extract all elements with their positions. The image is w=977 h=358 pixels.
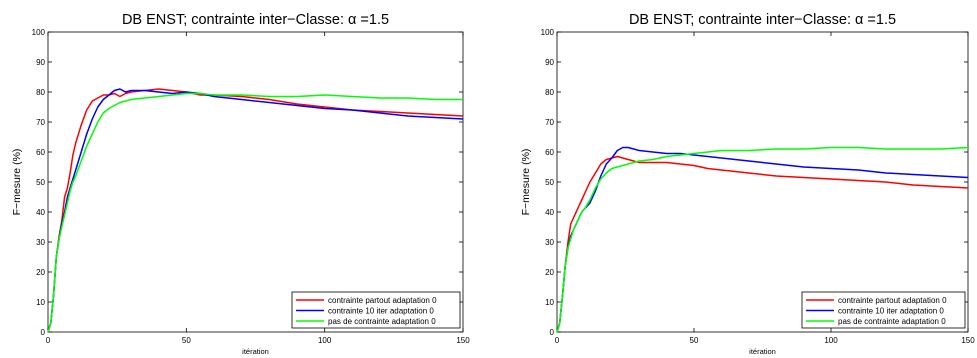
y-tick-label: 40: [36, 208, 45, 217]
chart-1: DB ENST; contrainte inter−Classe: α =1.5…: [11, 12, 470, 356]
plot-frame: [556, 31, 969, 333]
x-tick-label: 0: [555, 336, 560, 345]
y-axis-label: F−mesure (%): [520, 149, 532, 216]
y-tick-label: 60: [36, 148, 45, 157]
x-tick-label: 100: [318, 336, 332, 345]
y-tick-label: 20: [545, 268, 554, 277]
legend-label: contrainte partout adaptation 0: [838, 296, 947, 305]
series-line-3: [556, 146, 969, 333]
legend-label: contrainte 10 iter adaptation 0: [838, 307, 944, 316]
legend-label: pas de contrainte adaptation 0: [328, 317, 436, 326]
y-tick-label: 100: [541, 28, 555, 37]
y-tick-label: 0: [41, 328, 46, 337]
y-tick-label: 80: [36, 88, 45, 97]
y-tick-label: 70: [545, 118, 554, 127]
x-tick-label: 150: [456, 336, 470, 345]
y-tick-label: 40: [545, 208, 554, 217]
x-axis-label: itération: [749, 347, 776, 356]
x-axis-label: itération: [242, 347, 269, 356]
y-tick-label: 90: [545, 58, 554, 67]
x-tick-label: 0: [46, 336, 51, 345]
x-tick-label: 50: [690, 336, 699, 345]
y-tick-label: 50: [36, 178, 45, 187]
y-tick-label: 30: [545, 238, 554, 247]
legend-label: contrainte 10 iter adaptation 0: [328, 307, 434, 316]
series-line-1: [556, 155, 969, 333]
series-line-1: [47, 88, 464, 333]
y-tick-label: 30: [36, 238, 45, 247]
chart-title: DB ENST; contrainte inter−Classe: α =1.5: [629, 12, 896, 28]
y-tick-label: 50: [545, 178, 554, 187]
y-tick-label: 20: [36, 268, 45, 277]
y-tick-label: 70: [36, 118, 45, 127]
y-tick-label: 0: [550, 328, 555, 337]
series-line-3: [47, 92, 463, 333]
legend-label: contrainte partout adaptation 0: [328, 296, 437, 305]
x-tick-label: 100: [824, 336, 838, 345]
y-tick-label: 100: [32, 28, 46, 37]
plot-frame: [47, 31, 464, 333]
y-tick-label: 90: [36, 58, 45, 67]
legend: contrainte partout adaptation 0 contraint…: [291, 291, 461, 329]
chart-title: DB ENST; contrainte inter−Classe: α =1.5: [122, 12, 389, 28]
x-tick-label: 150: [961, 336, 975, 345]
y-axis-label: F−mesure (%): [11, 149, 23, 216]
x-tick-label: 50: [182, 336, 191, 345]
y-tick-label: 60: [545, 148, 554, 157]
y-tick-label: 10: [36, 298, 45, 307]
legend: contrainte partout adaptation 0 contraint…: [801, 291, 966, 329]
y-tick-label: 10: [545, 298, 554, 307]
chart-2: DB ENST; contrainte inter−Classe: α =1.5…: [520, 12, 975, 356]
y-tick-label: 80: [545, 88, 554, 97]
legend-label: pas de contrainte adaptation 0: [838, 317, 946, 326]
